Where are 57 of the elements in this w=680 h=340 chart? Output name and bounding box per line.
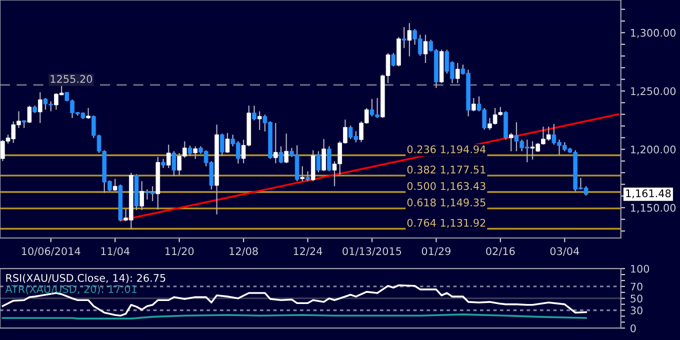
x-tick-label: 01/13/2015: [342, 247, 402, 256]
candlestick: [455, 62, 460, 84]
candlestick: [193, 146, 198, 160]
x-tick-label: 10/06/2014: [22, 247, 80, 256]
candlestick: [38, 92, 42, 124]
text: ATR(XAU/USD, 20): 17.01: [5, 284, 136, 294]
candlestick: [306, 170, 310, 182]
candlestick: [27, 105, 32, 124]
x-tick-label: 12/08: [230, 247, 258, 256]
series-label: RSI(XAU/USD.Close, 14): 26.75: [6, 274, 166, 284]
candlestick: [252, 105, 256, 121]
y-tick-label: 50: [630, 294, 642, 302]
x-tick-label: 11/04: [101, 247, 130, 256]
candlestick: [391, 52, 396, 67]
x-tick-label: 11/20: [165, 247, 194, 256]
candlestick: [284, 133, 288, 164]
x-tick-label: 12/24: [294, 247, 322, 256]
y-tick-label: 30: [630, 306, 642, 314]
candlestick: [322, 138, 326, 172]
x-tick-label: 02/16: [486, 247, 515, 256]
annotation: 0.236 1,194.94: [407, 145, 486, 154]
candlestick: [188, 145, 192, 157]
line-series: [2, 284, 587, 317]
x-tick-label: 01/29: [422, 247, 450, 256]
candlestick: [112, 178, 118, 192]
y-tick-label: 70: [630, 282, 642, 291]
y-tick-label: 100: [631, 264, 650, 273]
text: 1,161.48: [626, 189, 671, 198]
candlestick: [257, 110, 262, 131]
candlestick: [423, 34, 428, 64]
candlestick: [316, 150, 321, 173]
annotation: 0.382 1,177.51: [407, 166, 486, 175]
y-tick-label: 1,150.00: [631, 204, 676, 213]
annotation: 0.764 1,131.92: [407, 218, 486, 228]
candlestick: [86, 107, 90, 120]
annotation: 0.500 1,163.43: [407, 182, 486, 192]
annotation: 0.618 1,149.35: [407, 198, 486, 208]
candlestick: [402, 26, 406, 49]
annotation: 1255.20: [50, 75, 92, 83]
candlestick: [220, 133, 224, 157]
y-tick-label: 1,300.00: [631, 28, 676, 38]
candlestick: [407, 22, 412, 57]
y-tick-label: 1,200.00: [631, 146, 676, 154]
candlestick: [140, 180, 144, 211]
candlestick: [166, 144, 171, 169]
candlestick: [472, 97, 476, 112]
y-tick-label: 0: [630, 324, 636, 332]
candlestick: [225, 132, 230, 154]
candlestick: [508, 132, 514, 152]
y-tick-label: 1,250.00: [631, 87, 676, 96]
candlestick: [278, 146, 284, 164]
candlestick: [172, 150, 176, 177]
candlestick: [273, 122, 278, 164]
candlestick: [300, 166, 305, 182]
x-tick-label: 03/04: [550, 247, 580, 256]
candlestick: [327, 146, 332, 172]
candlestick: [161, 158, 166, 169]
